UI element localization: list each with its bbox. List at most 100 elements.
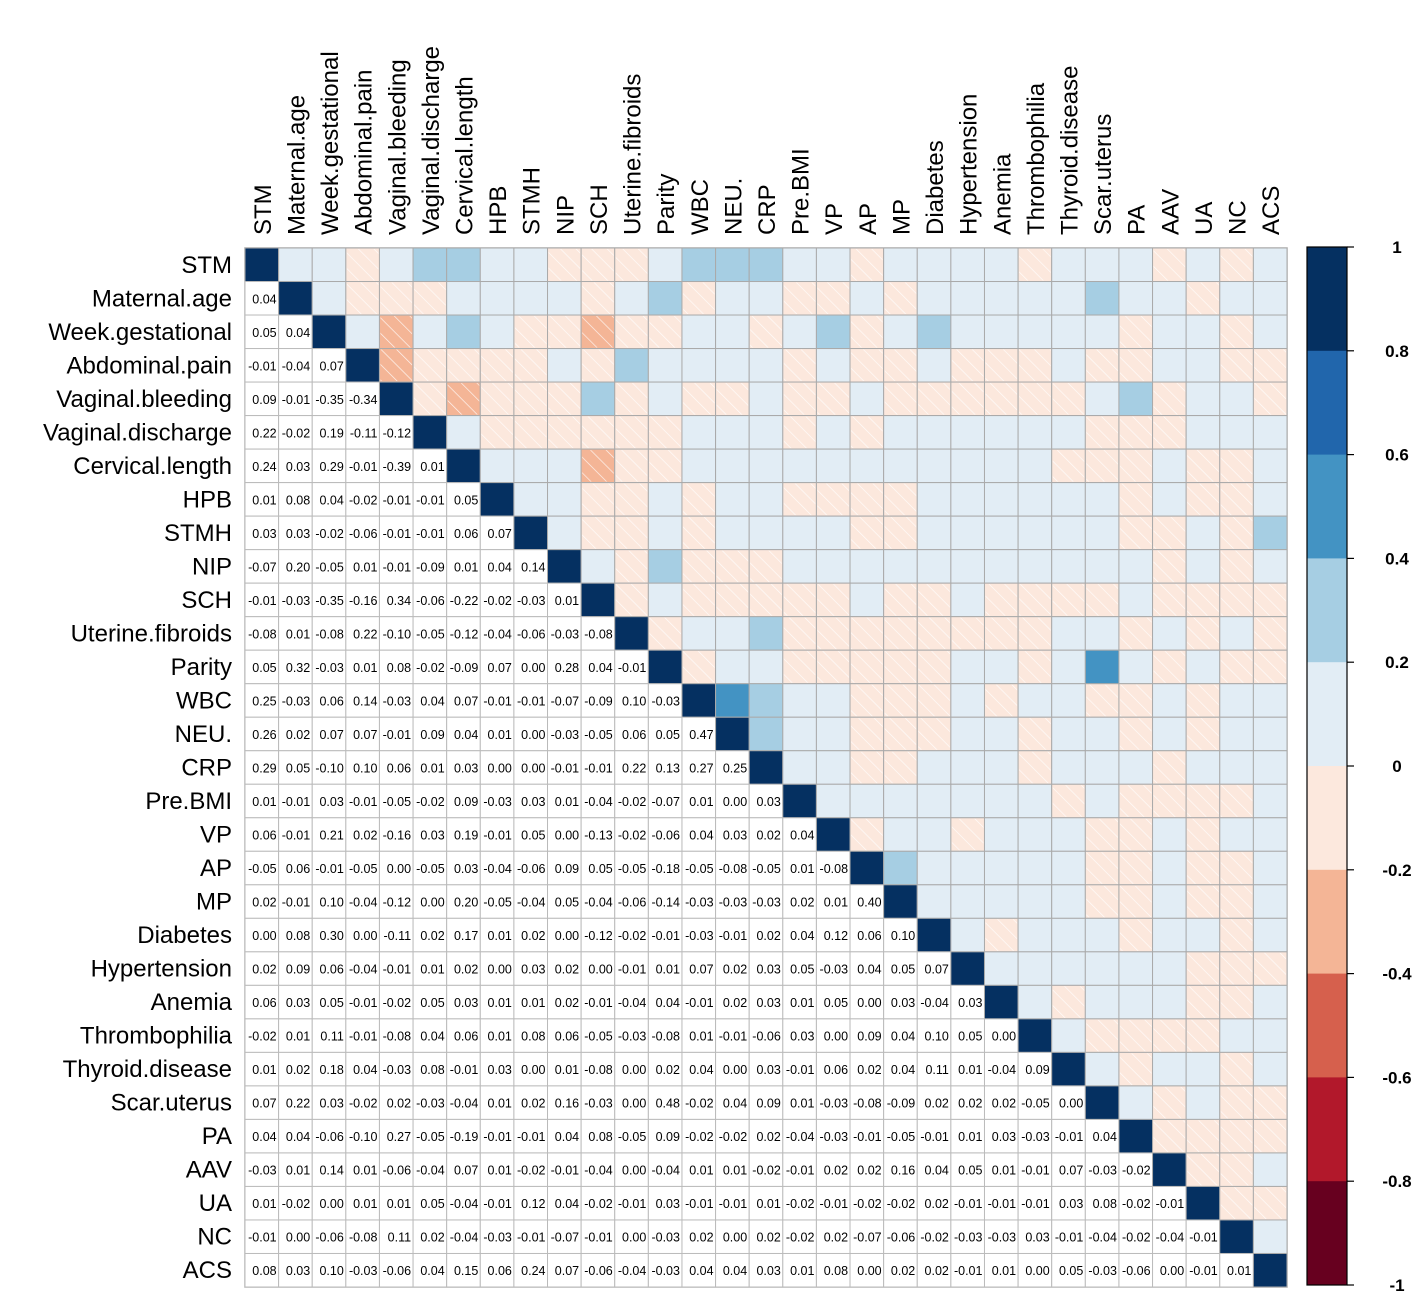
color-cell <box>513 281 549 316</box>
correlation-value: 0.08 <box>420 1063 444 1077</box>
correlation-value: 0.04 <box>689 1063 713 1077</box>
column-labels: STM Maternal.age Week.gestational Abdominal… <box>250 46 1285 235</box>
negative-hatch <box>1220 316 1253 348</box>
negative-hatch <box>682 483 715 516</box>
correlation-value: 0.01 <box>555 1063 579 1077</box>
negative-hatch <box>346 282 379 315</box>
negative-hatch <box>783 349 816 382</box>
color-cell <box>849 783 885 819</box>
negative-hatch <box>851 517 883 549</box>
correlation-value: 0.11 <box>320 1030 343 1044</box>
correlation-value: -0.01 <box>282 795 311 809</box>
negative-hatch <box>514 416 547 449</box>
correlation-value: 0.02 <box>252 896 276 910</box>
correlation-value: -0.04 <box>450 1097 479 1111</box>
number-cell-bg <box>782 984 817 1020</box>
correlation-value: -0.01 <box>920 1130 949 1144</box>
correlation-value: 0.00 <box>353 929 377 943</box>
number-cell-bg <box>1084 1152 1120 1187</box>
color-cell <box>715 515 750 551</box>
number-cell-bg <box>244 515 280 551</box>
number-cell-bg <box>412 616 448 651</box>
number-cell-bg <box>547 582 582 618</box>
correlation-value: -0.03 <box>820 1097 849 1111</box>
number-cell-bg <box>715 951 750 986</box>
diagonal-cell <box>1252 1252 1288 1288</box>
number-cell-bg <box>513 683 549 718</box>
correlation-value: -0.13 <box>584 829 613 843</box>
correlation-value: 0.07 <box>555 1264 579 1278</box>
number-cell-bg <box>244 281 280 316</box>
correlation-value: 0.01 <box>420 762 444 776</box>
negative-hatch <box>783 651 816 683</box>
color-cell <box>1152 917 1187 953</box>
correlation-value: -0.01 <box>988 1197 1017 1211</box>
number-cell-bg <box>849 1051 885 1087</box>
correlation-value: 0.00 <box>723 1231 747 1245</box>
color-cell <box>278 247 313 283</box>
correlation-value: -0.14 <box>651 896 680 910</box>
correlation-value: 0.03 <box>656 1197 680 1211</box>
correlation-value: -0.03 <box>954 1231 983 1245</box>
correlation-value: 0.03 <box>319 1097 343 1111</box>
number-cell-bg <box>614 917 649 953</box>
correlation-value: 0.05 <box>252 661 276 675</box>
correlation-value: -0.01 <box>416 493 445 507</box>
negative-hatch <box>1220 584 1253 616</box>
correlation-value: -0.09 <box>450 661 479 675</box>
color-cell <box>748 247 784 283</box>
correlation-value: 0.03 <box>286 1264 310 1278</box>
correlation-value: -0.01 <box>315 862 344 876</box>
color-cell <box>1252 314 1288 350</box>
correlation-value: -0.01 <box>584 1231 613 1245</box>
color-cell <box>513 482 549 517</box>
correlation-value: 0.04 <box>555 1197 579 1211</box>
correlation-value: 0.19 <box>454 829 478 843</box>
color-cell <box>815 683 851 718</box>
correlation-value: -0.12 <box>584 929 613 943</box>
row-label: AP <box>200 855 232 882</box>
color-cell <box>1084 616 1120 651</box>
number-cell-bg <box>479 951 515 986</box>
negative-hatch <box>582 316 614 348</box>
correlation-value: 0.01 <box>1227 1264 1251 1278</box>
number-cell-bg <box>748 1252 784 1288</box>
negative-hatch <box>851 349 883 382</box>
negative-hatch <box>716 383 749 415</box>
correlation-value: -0.01 <box>349 795 378 809</box>
correlation-value: -0.05 <box>752 862 781 876</box>
correlation-value: 0.02 <box>756 929 780 943</box>
number-cell-bg <box>1017 1085 1053 1120</box>
correlation-value: 0.00 <box>488 762 512 776</box>
number-cell-bg <box>748 1219 784 1254</box>
color-cell <box>983 750 1019 785</box>
color-cell <box>950 448 985 484</box>
color-cell <box>1017 951 1053 986</box>
correlation-value: 0.02 <box>252 963 276 977</box>
color-cell <box>950 247 985 283</box>
negative-hatch <box>1019 651 1051 683</box>
negative-hatch <box>951 617 984 650</box>
color-cell <box>479 247 515 283</box>
color-cell <box>782 716 817 752</box>
number-cell-bg <box>345 1152 380 1187</box>
color-cell <box>1084 716 1120 752</box>
negative-hatch <box>750 584 782 616</box>
color-cell <box>1084 314 1120 350</box>
color-cell <box>1152 850 1187 886</box>
correlation-value: -0.03 <box>651 694 680 708</box>
color-cell <box>479 281 515 316</box>
color-cell <box>983 482 1019 517</box>
color-cell <box>950 582 985 618</box>
correlation-value: -0.03 <box>820 963 849 977</box>
color-cell <box>849 549 885 584</box>
negative-hatch <box>884 383 917 415</box>
correlation-value: 0.04 <box>790 829 814 843</box>
correlation-value: -0.03 <box>551 728 580 742</box>
number-cell-bg <box>614 1185 649 1221</box>
number-cell-bg <box>547 850 582 886</box>
correlation-value: 0.12 <box>824 929 848 943</box>
number-cell-bg <box>1017 1185 1053 1221</box>
number-cell-bg <box>647 1085 683 1120</box>
color-cell <box>1152 716 1187 752</box>
